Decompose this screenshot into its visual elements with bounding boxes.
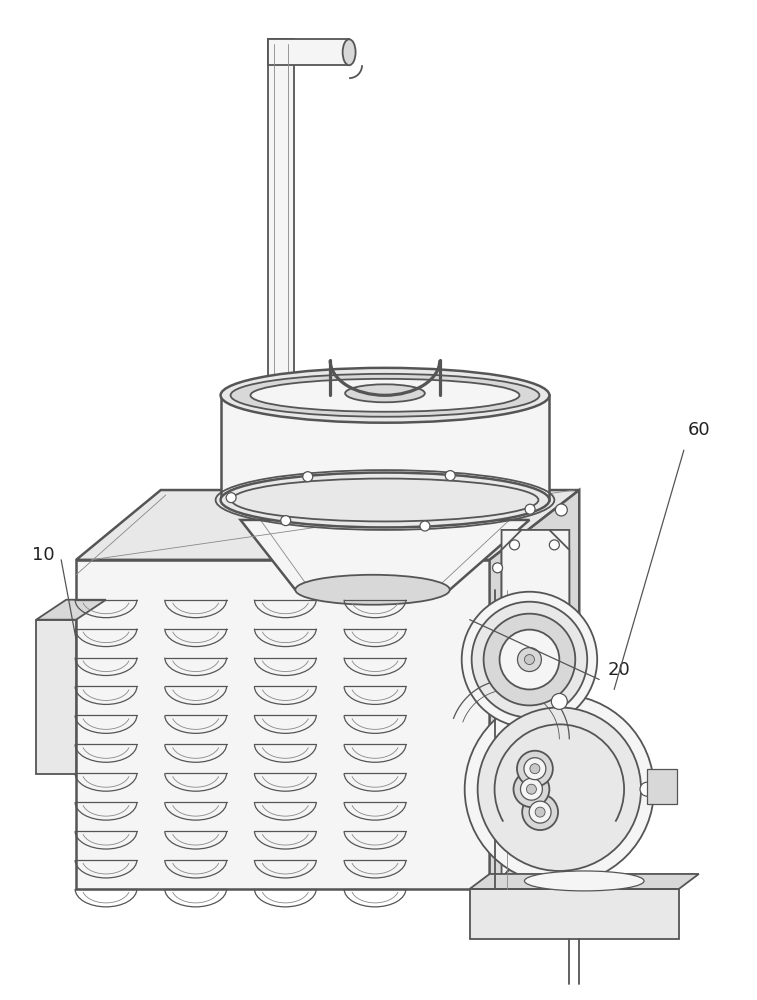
Circle shape [551, 693, 567, 709]
Ellipse shape [295, 575, 450, 605]
Polygon shape [220, 395, 550, 500]
Ellipse shape [525, 871, 644, 891]
Circle shape [535, 807, 545, 817]
Circle shape [420, 521, 430, 531]
Ellipse shape [231, 374, 540, 417]
Circle shape [530, 764, 540, 774]
Ellipse shape [343, 39, 356, 65]
Circle shape [303, 472, 313, 482]
Text: 10: 10 [32, 546, 55, 564]
Circle shape [550, 774, 559, 784]
Polygon shape [469, 874, 699, 889]
Polygon shape [76, 490, 579, 560]
Circle shape [524, 758, 546, 780]
Polygon shape [76, 560, 490, 889]
Polygon shape [269, 39, 294, 435]
Circle shape [484, 614, 575, 705]
Polygon shape [36, 600, 106, 620]
Ellipse shape [220, 368, 550, 423]
Circle shape [517, 751, 553, 787]
Ellipse shape [220, 473, 550, 527]
Text: 20: 20 [608, 661, 631, 679]
Circle shape [640, 782, 654, 796]
Circle shape [509, 540, 519, 550]
Circle shape [478, 707, 641, 871]
Circle shape [556, 504, 567, 516]
Polygon shape [490, 490, 579, 889]
Circle shape [462, 592, 597, 727]
Polygon shape [502, 530, 569, 864]
Circle shape [513, 771, 550, 807]
Circle shape [445, 471, 455, 481]
Polygon shape [502, 530, 569, 879]
Ellipse shape [251, 379, 519, 412]
Circle shape [521, 778, 543, 800]
Circle shape [525, 504, 535, 514]
Circle shape [526, 784, 537, 794]
Polygon shape [469, 889, 679, 939]
Circle shape [500, 630, 559, 689]
Circle shape [472, 602, 587, 717]
Text: 60: 60 [687, 421, 710, 439]
Circle shape [465, 694, 654, 884]
Polygon shape [647, 769, 677, 804]
Polygon shape [36, 620, 76, 774]
Circle shape [226, 493, 236, 503]
Polygon shape [241, 520, 529, 590]
Circle shape [529, 801, 551, 823]
Circle shape [518, 648, 541, 672]
Circle shape [525, 655, 534, 665]
Polygon shape [269, 39, 349, 65]
Ellipse shape [345, 384, 425, 402]
Circle shape [522, 794, 558, 830]
Polygon shape [490, 799, 579, 894]
Circle shape [509, 774, 519, 784]
Circle shape [281, 516, 291, 526]
Circle shape [550, 540, 559, 550]
Circle shape [493, 563, 503, 573]
